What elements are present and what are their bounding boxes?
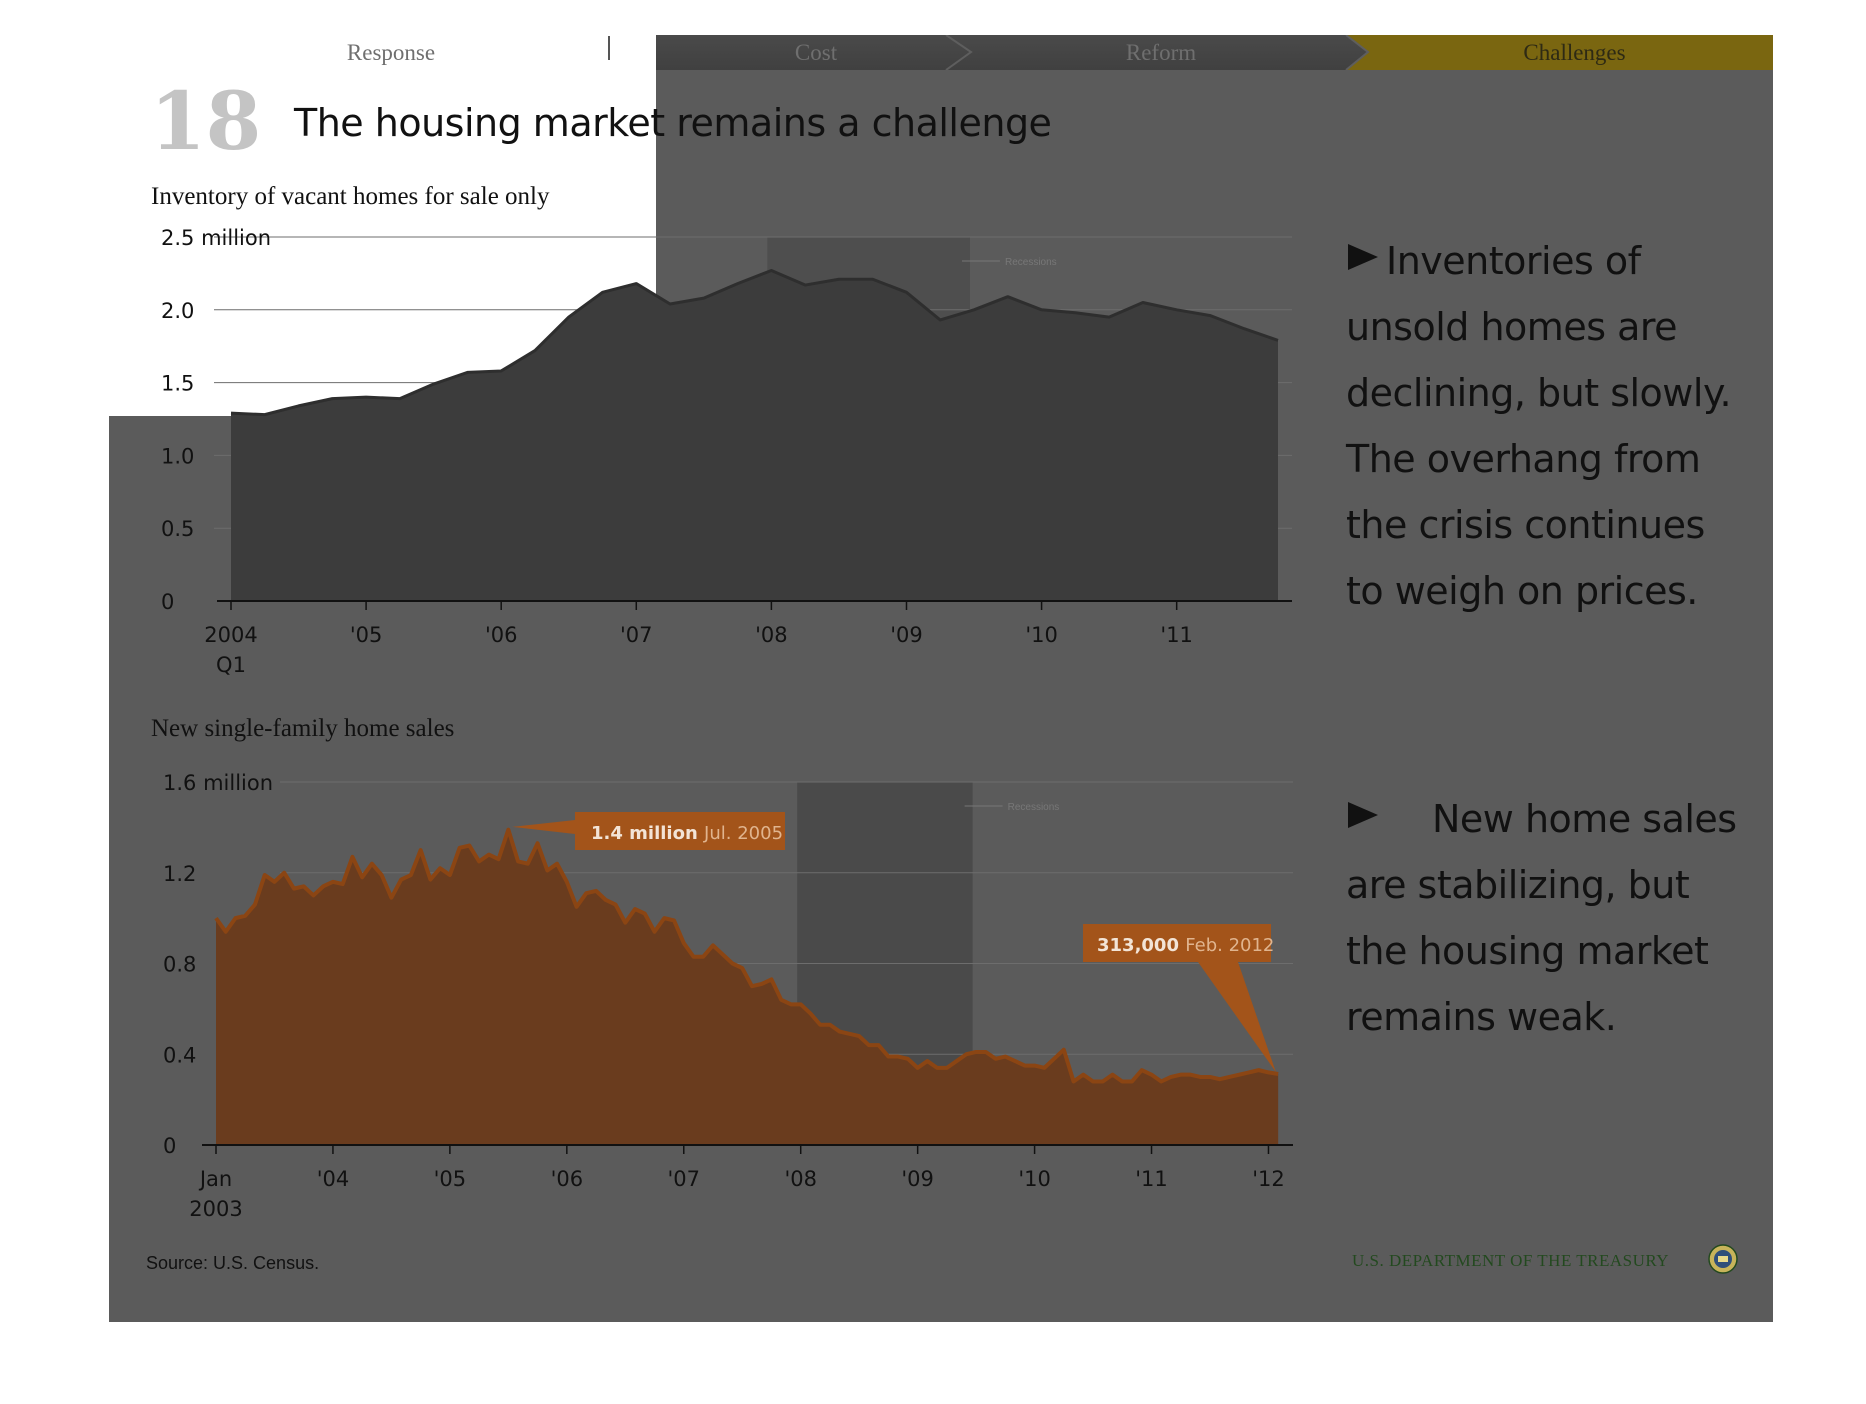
nav-bar-background — [656, 35, 1773, 70]
x-tick-label: '11 — [1135, 1167, 1168, 1191]
x-tick-label: '07 — [620, 623, 653, 647]
x-tick-label: '08 — [784, 1167, 817, 1191]
tab-reform[interactable]: Reform — [1125, 40, 1197, 65]
series-area — [231, 270, 1278, 601]
triangle-right-icon — [1346, 228, 1386, 294]
tab-cost[interactable]: Cost — [794, 40, 838, 65]
home-sales-chart: Recessions 0 0.4 0.8 1.2 1.6 million Jan 2003 '0… — [163, 771, 1293, 1221]
y-tick-label: 1.0 — [161, 444, 194, 468]
annotation-peak-label: 1.4 million Jul. 2005 — [591, 823, 783, 844]
x-tick-label: '09 — [890, 623, 923, 647]
bullet-text: Inventories of unsold homes are declinin… — [1346, 239, 1732, 613]
series-area — [216, 829, 1279, 1145]
x-tick-sublabel: Q1 — [216, 653, 246, 677]
treasury-seal-icon — [1708, 1244, 1738, 1274]
x-tick-label: '10 — [1025, 623, 1058, 647]
slide-title: The housing market remains a challenge — [294, 101, 1052, 145]
bullet-inventories: Inventories of unsold homes are declinin… — [1346, 228, 1746, 624]
inventory-chart-title: Inventory of vacant homes for sale only — [151, 183, 550, 210]
x-tick-label: '12 — [1252, 1167, 1285, 1191]
source-note: Source: U.S. Census. — [146, 1253, 320, 1273]
x-tick-label: '06 — [551, 1167, 584, 1191]
inventory-chart: Recessions 0 0.5 1.0 1.5 2.0 2.5 million 2004 Q1… — [161, 226, 1292, 677]
y-tick-label: 1.5 — [161, 372, 194, 396]
annotation-latest-label: 313,000 Feb. 2012 — [1097, 935, 1274, 956]
triangle-right-icon — [1346, 786, 1432, 852]
annotation-box — [1083, 924, 1271, 962]
y-tick-label: 2.5 million — [161, 226, 271, 250]
recession-label: Recessions — [1008, 802, 1060, 813]
bullet-home-sales: New home sales are stabilizing, but the … — [1346, 786, 1746, 1050]
y-tick-label: 0 — [163, 1134, 176, 1158]
y-tick-label: 2.0 — [161, 299, 194, 323]
x-tick-label: '06 — [485, 623, 518, 647]
section-nav-bar: Response Cost Reform Challenges — [347, 35, 1773, 70]
recession-label: Recessions — [1005, 257, 1057, 268]
x-tick-label: '10 — [1018, 1167, 1051, 1191]
series-line — [230, 268, 1279, 417]
x-tick-label: '05 — [350, 623, 383, 647]
annotation-pointer — [512, 820, 575, 834]
x-tick-label: '11 — [1160, 623, 1193, 647]
tab-response[interactable]: Response — [346, 40, 436, 65]
x-tick-label: '05 — [434, 1167, 467, 1191]
x-tick-label: '07 — [668, 1167, 701, 1191]
x-tick-label: Jan — [198, 1167, 232, 1191]
x-tick-label: '09 — [901, 1167, 934, 1191]
y-tick-label: 0 — [161, 590, 174, 614]
tab-challenges[interactable]: Challenges — [1523, 40, 1626, 65]
x-tick-label: '08 — [755, 623, 788, 647]
home-sales-chart-title: New single-family home sales — [151, 715, 455, 742]
slide-number: 18 — [150, 74, 262, 168]
x-tick-label: 2004 — [204, 623, 257, 647]
annotation-box — [575, 812, 785, 850]
x-tick-label: '04 — [317, 1167, 350, 1191]
series-line — [214, 827, 1279, 1084]
y-tick-label: 1.2 — [163, 862, 196, 886]
x-tick-sublabel: 2003 — [189, 1197, 242, 1221]
y-tick-label: 0.4 — [163, 1043, 196, 1067]
nav-divider — [608, 36, 610, 60]
y-tick-label: 0.8 — [163, 953, 196, 977]
annotation-pointer — [1198, 962, 1276, 1072]
treasury-label: U.S. DEPARTMENT OF THE TREASURY — [1352, 1251, 1670, 1270]
y-tick-label: 0.5 — [161, 517, 194, 541]
y-tick-label: 1.6 million — [163, 771, 273, 795]
bullet-text: New home sales are stabilizing, but the … — [1346, 797, 1737, 1039]
